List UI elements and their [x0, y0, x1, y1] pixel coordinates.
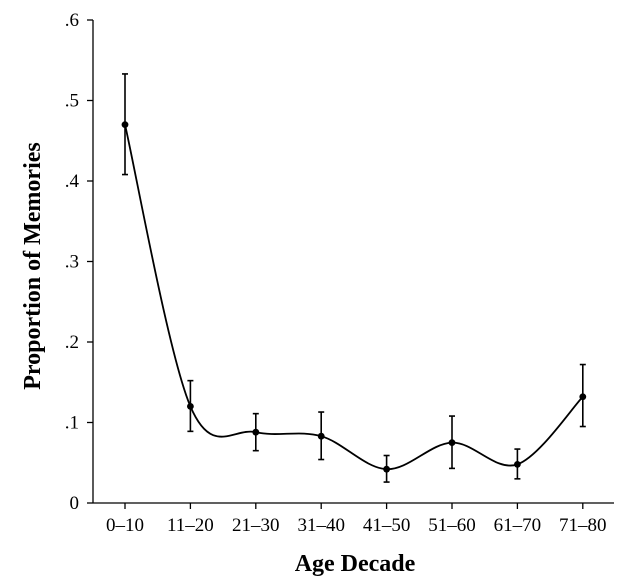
series-proportion: [121, 73, 587, 483]
data-point: [579, 393, 587, 401]
y-axis-ticks: 0 .1 .2 .3 .4 .5 .6: [65, 10, 93, 514]
data-point: [383, 465, 390, 473]
x-axis-title: Age Decade: [295, 551, 416, 577]
x-tick-label: 41–50: [363, 515, 411, 536]
y-tick-label: 0: [70, 493, 80, 514]
x-tick-label: 11–20: [167, 515, 214, 536]
y-tick-label: .1: [65, 413, 79, 434]
data-point: [448, 439, 456, 447]
x-tick-label: 0–10: [106, 515, 144, 536]
x-tick-label: 21–30: [232, 515, 280, 536]
data-point: [187, 403, 194, 410]
y-tick-label: .6: [65, 10, 79, 31]
y-tick-label: .4: [65, 171, 80, 192]
data-point: [317, 432, 325, 440]
data-point: [514, 460, 521, 468]
y-tick-label: .5: [65, 91, 79, 112]
x-tick-label: 61–70: [494, 515, 542, 536]
x-tick-label: 71–80: [559, 515, 607, 536]
series-line: [124, 124, 584, 471]
data-point: [121, 121, 129, 129]
y-tick-label: .3: [65, 252, 79, 273]
data-point: [252, 428, 260, 436]
y-axis-title: Proportion of Memories: [20, 142, 46, 390]
y-tick-label: .2: [65, 332, 79, 353]
x-tick-label: 51–60: [428, 515, 476, 536]
x-tick-label: 31–40: [297, 515, 345, 536]
x-axis-ticks: 0–10 11–20 21–30 31–40 41–50 51–60 61–70 71–80: [106, 503, 607, 536]
